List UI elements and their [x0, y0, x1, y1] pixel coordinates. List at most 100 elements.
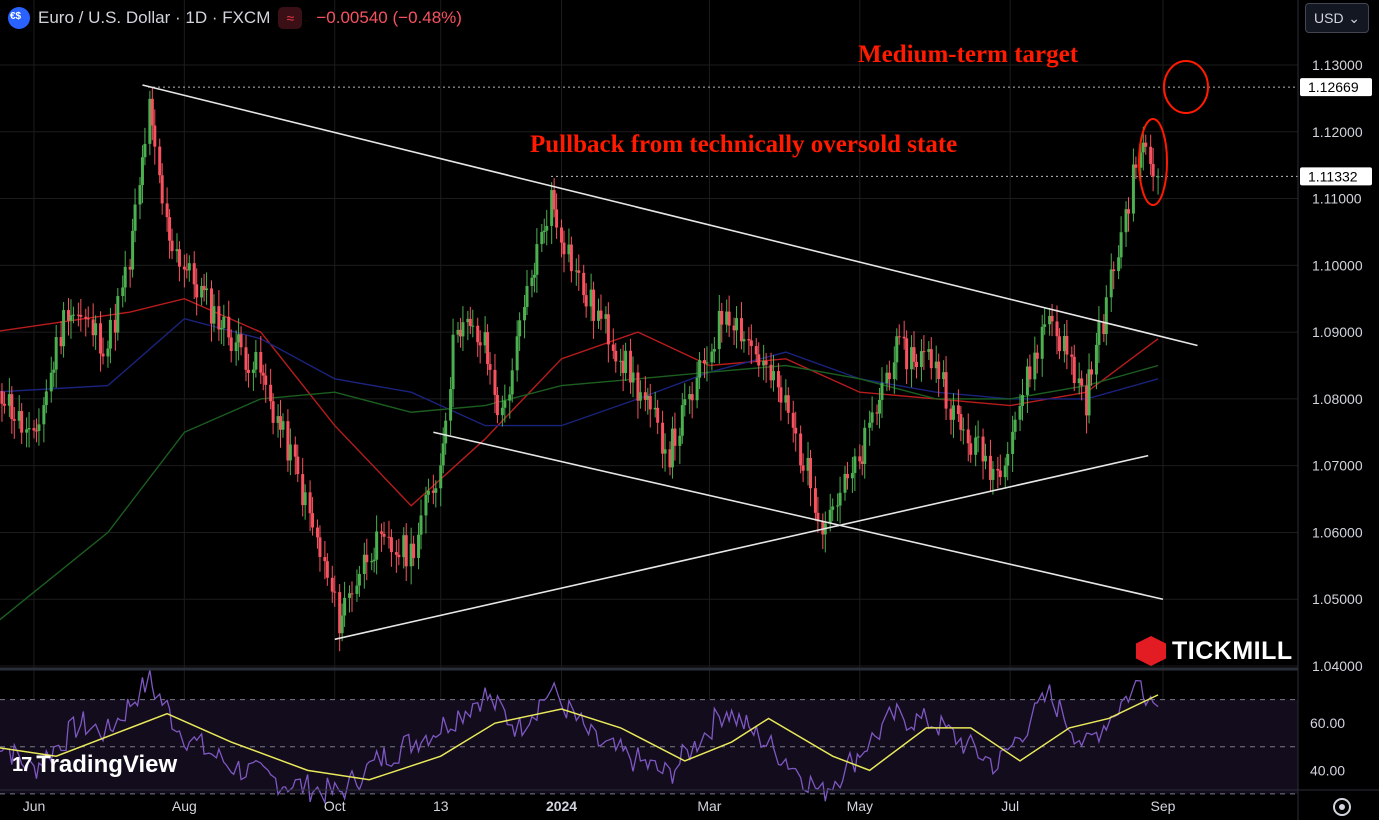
candle-body [286, 421, 290, 461]
candle-body [914, 361, 918, 368]
candle-body [710, 351, 714, 363]
candle-body [560, 227, 564, 243]
candle-body [380, 531, 384, 534]
time-tick-label: Aug [172, 798, 197, 814]
candle-body [1124, 209, 1128, 233]
candle-body [646, 395, 650, 400]
candle-body [592, 289, 596, 321]
candle-body [323, 556, 327, 562]
candle-body [434, 488, 438, 493]
candle-body [466, 318, 470, 323]
gear-icon[interactable] [1333, 798, 1351, 816]
candle-body [271, 401, 275, 423]
candle-body [192, 263, 196, 285]
candle-body [281, 421, 285, 430]
candle-body [404, 535, 408, 567]
time-tick-label: Mar [697, 798, 721, 814]
candle-body [1062, 335, 1066, 352]
candle-body [362, 554, 366, 574]
candle-body [772, 371, 776, 381]
candle-body [1028, 366, 1032, 380]
candle-body [858, 456, 862, 462]
ma-green-line [0, 364, 1159, 621]
candle-body [959, 414, 963, 430]
candle-body [843, 473, 847, 493]
symbol-title[interactable]: Euro / U.S. Dollar · 1D · FXCM [38, 8, 271, 27]
candle-body [567, 244, 571, 255]
candle-body [254, 351, 258, 370]
candle-body [1102, 322, 1106, 335]
candle-body [113, 319, 117, 333]
candle-body [614, 350, 618, 362]
currency-pair-icon [8, 7, 30, 29]
candle-body [441, 443, 445, 466]
candle-body [611, 344, 615, 351]
candle-body [412, 543, 416, 558]
candle-body [212, 306, 216, 324]
candle-body [121, 287, 125, 297]
candle-body [311, 513, 315, 528]
candle-body [49, 372, 53, 392]
candle-body [439, 465, 443, 489]
candle-body [488, 364, 492, 370]
ma-red-line [0, 297, 1159, 507]
candle-body [209, 288, 213, 324]
candle-body [562, 242, 566, 255]
candle-body [330, 577, 334, 592]
candle-body [94, 323, 98, 336]
candle-body [887, 372, 891, 380]
tradingview-icon: 17 [12, 753, 32, 776]
rsi-line [0, 669, 1159, 806]
candle-body [1109, 269, 1113, 298]
price-tag-box [1300, 167, 1372, 186]
rsi-tick-label: 40.00 [1310, 762, 1345, 778]
indicator-wave-icon[interactable]: ≈ [278, 7, 303, 29]
candle-body [1025, 366, 1029, 395]
candle-body [944, 372, 948, 409]
price-tag-label: 1.11332 [1308, 168, 1358, 184]
candle-body [956, 405, 960, 415]
candle-body [1085, 385, 1089, 416]
currency-select[interactable]: USD ⌄ [1305, 3, 1369, 33]
candle-body [1050, 315, 1054, 322]
candle-body [688, 394, 692, 400]
candle-body [1080, 378, 1084, 386]
candle-body [2, 403, 6, 406]
trendline-support [334, 454, 1149, 641]
candle-body [355, 585, 359, 594]
candle-body [468, 318, 472, 327]
candle-body [409, 543, 413, 567]
tickmill-icon [1136, 636, 1166, 666]
candle-body [530, 277, 534, 286]
candle-body [515, 336, 519, 371]
target-circle [1163, 60, 1209, 114]
candle-body [725, 311, 729, 325]
price-tick-label: 1.06000 [1312, 524, 1363, 540]
candle-body [44, 391, 48, 406]
candle-body [910, 347, 914, 370]
candle-body [229, 337, 233, 352]
candle-body [315, 527, 319, 538]
candle-body [532, 274, 536, 278]
price-tick-label: 1.12000 [1312, 124, 1363, 140]
candle-body [123, 266, 127, 288]
candle-body [897, 336, 901, 338]
candle-body [7, 394, 11, 406]
candle-body [1112, 269, 1116, 272]
candle-body [168, 217, 172, 241]
candle-body [870, 412, 874, 423]
candle-body [589, 289, 593, 307]
candle-body [1151, 163, 1155, 177]
candle-body [143, 143, 147, 158]
candle-body [397, 554, 401, 558]
candle-body [42, 405, 46, 425]
candle-body [17, 411, 21, 421]
candle-body [357, 573, 361, 586]
candle-body [702, 360, 706, 364]
time-tick-label: May [847, 798, 873, 814]
time-tick-label: 13 [433, 798, 449, 814]
candle-body [370, 561, 374, 563]
price-tick-label: 1.04000 [1312, 658, 1363, 674]
candle-body [1131, 164, 1135, 214]
candle-body [969, 443, 973, 455]
